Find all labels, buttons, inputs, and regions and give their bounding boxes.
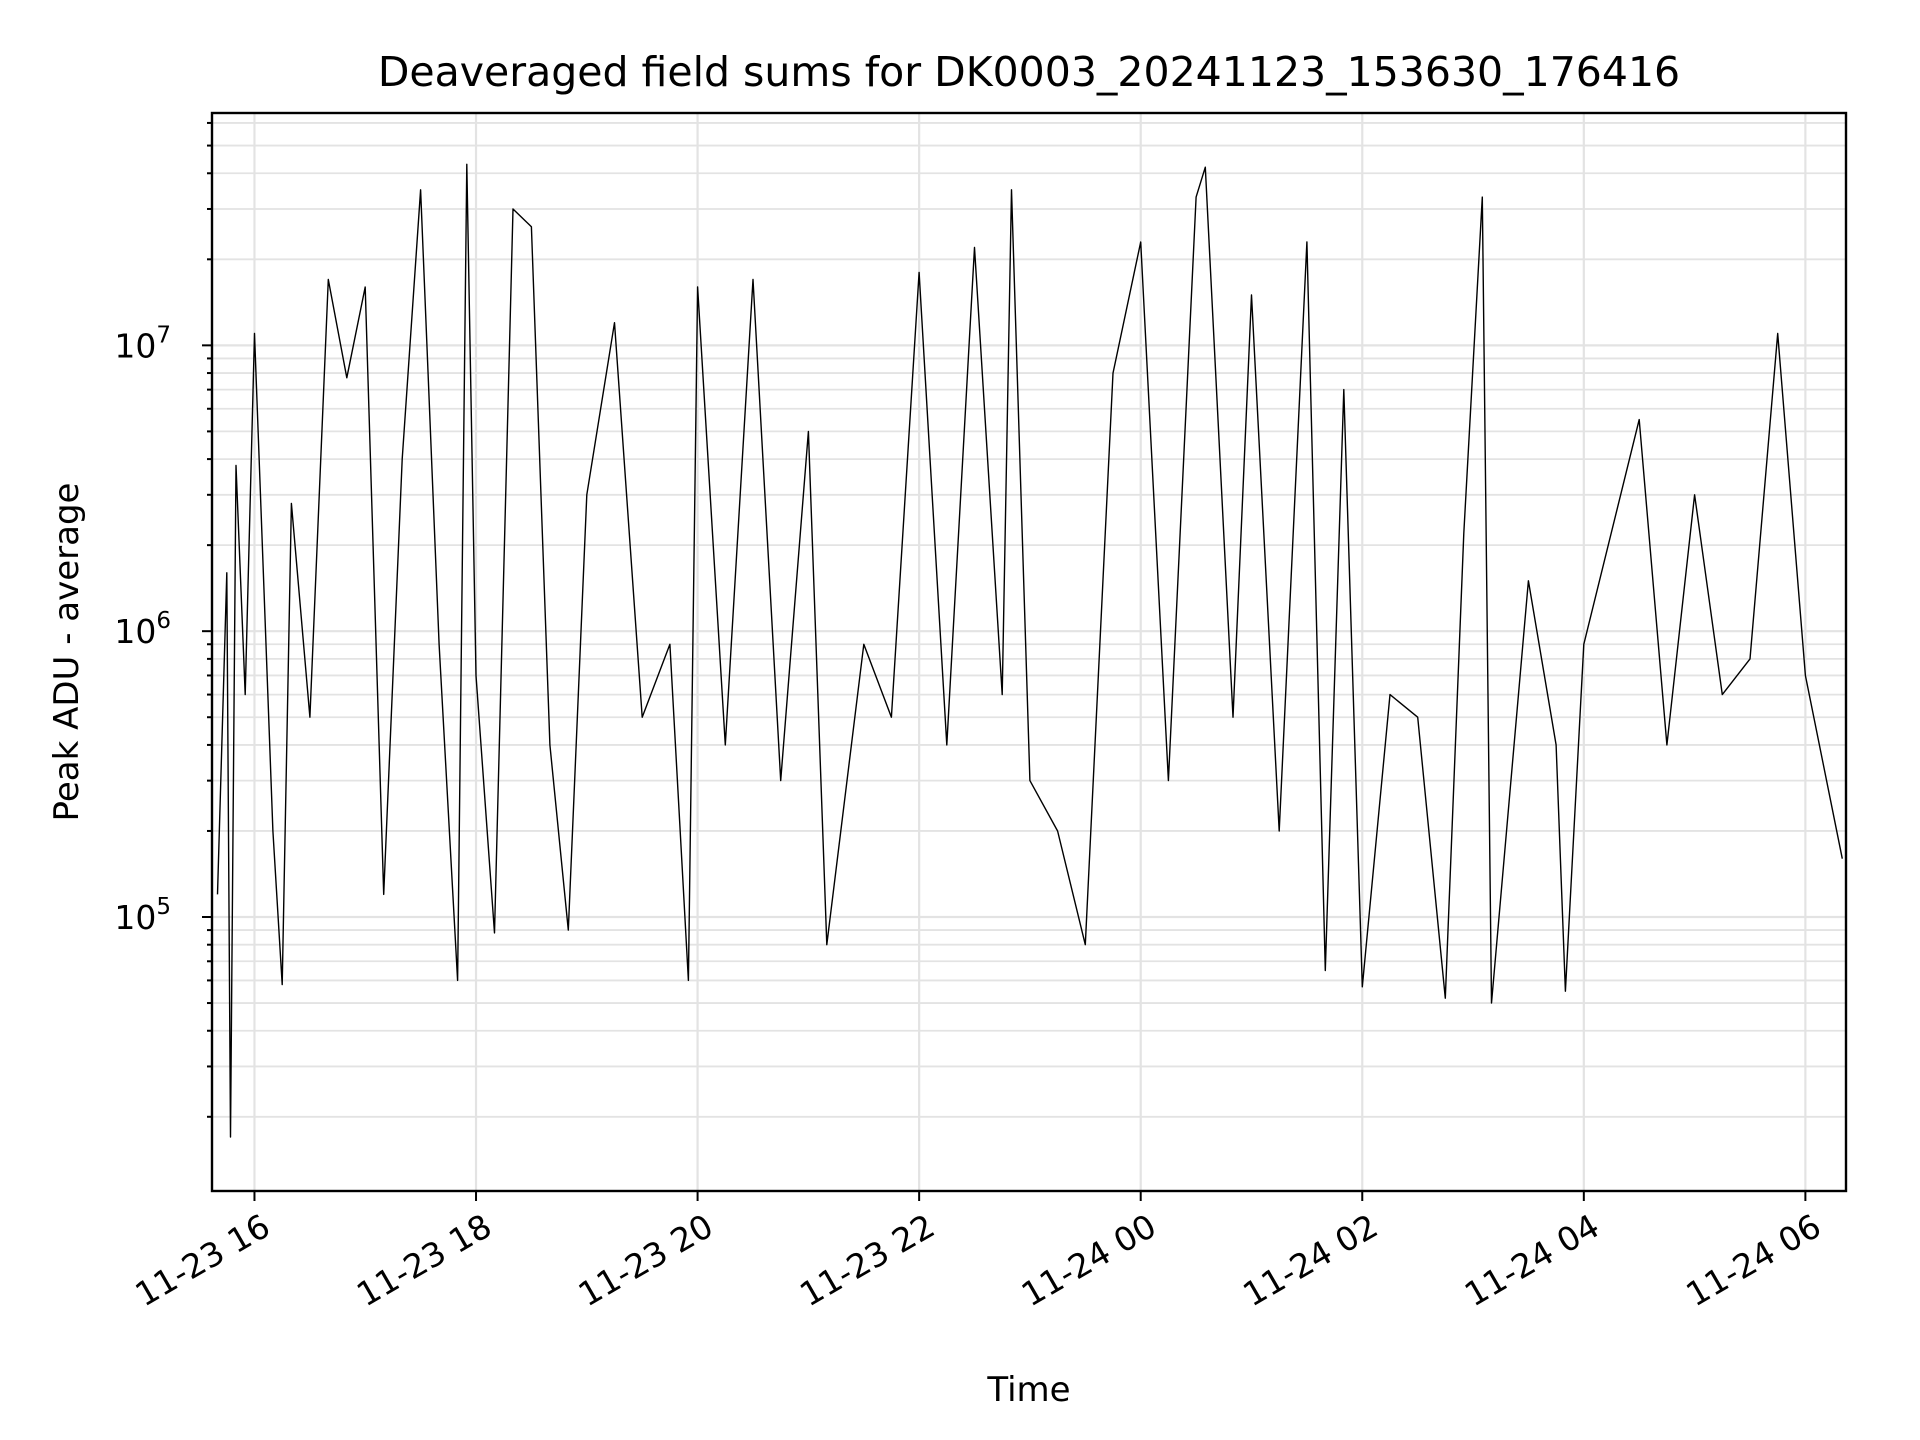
series-layer	[216, 163, 1843, 1138]
plot-frame	[210, 111, 1848, 1193]
x-axis-label: Time	[986, 1370, 1070, 1410]
minor-gridlines	[212, 122, 1846, 1118]
y-axis-label: Peak ADU - average	[47, 483, 87, 822]
chart-title: Deaveraged field sums for DK0003_2024112…	[378, 48, 1680, 96]
y-tick-label: 107	[114, 322, 171, 365]
series-line	[216, 163, 1843, 1138]
